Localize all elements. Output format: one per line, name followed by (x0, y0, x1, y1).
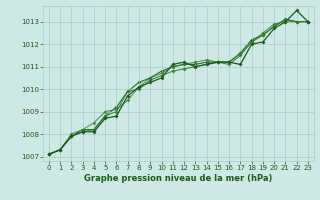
X-axis label: Graphe pression niveau de la mer (hPa): Graphe pression niveau de la mer (hPa) (84, 174, 273, 183)
